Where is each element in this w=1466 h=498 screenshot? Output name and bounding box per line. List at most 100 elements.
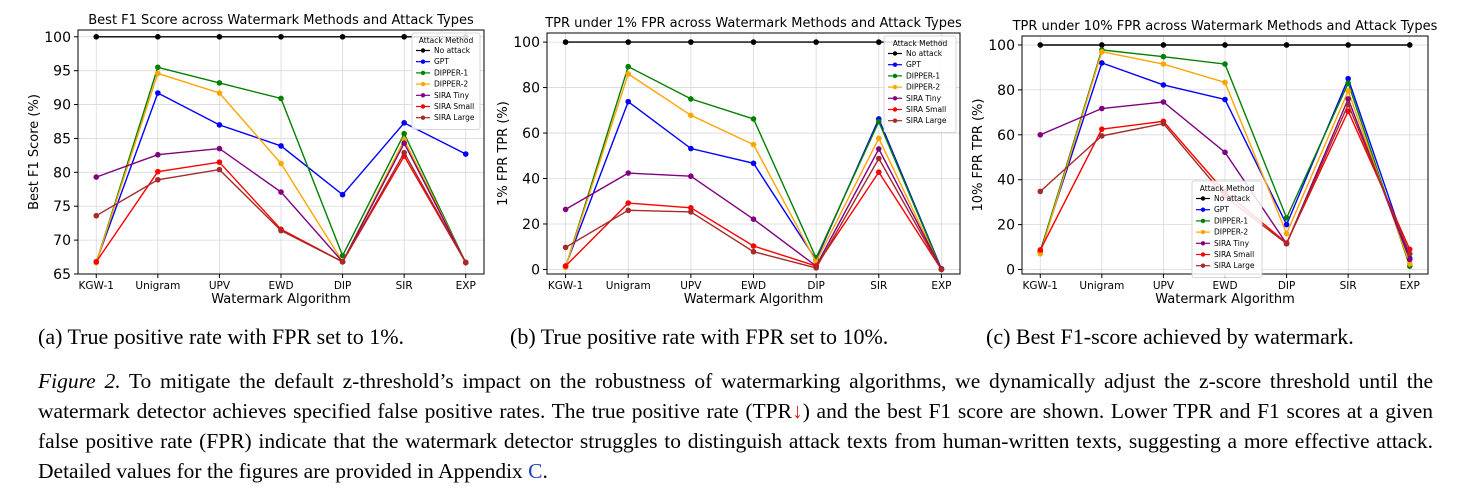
x-tick-label: EWD xyxy=(741,280,766,292)
legend-entry: DIPPER-2 xyxy=(434,80,468,89)
data-point xyxy=(938,266,945,273)
data-point xyxy=(688,173,694,180)
legend-title: Attack Method xyxy=(893,39,948,48)
data-point xyxy=(1406,256,1413,263)
legend-title: Attack Method xyxy=(419,36,474,45)
x-tick-label: SIR xyxy=(870,280,887,292)
subcaption-a: (a) True positive rate with FPR set to 1… xyxy=(38,324,405,349)
data-point xyxy=(1283,215,1290,221)
data-point xyxy=(625,63,632,70)
x-tick-label: EXP xyxy=(1400,280,1420,292)
x-tick-label: Unigram xyxy=(1079,280,1124,292)
chart-best-f1: 65 70 75 80 85 90 95 100 KGW-1 Unigram UPV EWD DIP SI… xyxy=(27,13,485,307)
data-point xyxy=(688,145,694,152)
data-point xyxy=(1406,42,1413,48)
data-point xyxy=(688,112,694,119)
data-point xyxy=(1222,149,1228,156)
x-tick-label: KGW-1 xyxy=(79,280,114,292)
data-point xyxy=(93,259,100,265)
y-tick-label: 75 xyxy=(53,199,71,215)
data-point xyxy=(216,166,223,173)
legend-entry: SIRA Small xyxy=(1214,250,1254,259)
x-tick-label: DIP xyxy=(1278,280,1296,292)
data-point xyxy=(278,33,284,40)
data-point xyxy=(750,160,757,167)
x-tick-label: EXP xyxy=(456,280,476,292)
data-point xyxy=(155,33,161,40)
chart-title: Best F1 Score across Watermark Methods a… xyxy=(88,13,474,28)
legend-swatch-marker xyxy=(1200,241,1206,246)
legend-swatch-marker xyxy=(892,118,898,123)
data-point xyxy=(1099,126,1105,132)
x-tick-label: UPV xyxy=(1153,280,1175,292)
appendix-link[interactable]: C xyxy=(528,459,543,483)
x-tick-label: Unigram xyxy=(606,280,651,292)
data-point xyxy=(1037,247,1044,253)
data-point xyxy=(401,130,407,137)
data-point xyxy=(1283,230,1290,237)
legend-entry: DIPPER-1 xyxy=(434,68,468,77)
legend-entry: SIRA Small xyxy=(906,105,946,114)
data-point xyxy=(750,248,757,255)
data-point xyxy=(1037,188,1044,195)
data-point xyxy=(625,170,632,176)
legend-entry: GPT xyxy=(1214,205,1229,214)
x-tick-label: UPV xyxy=(680,280,702,292)
y-tick-label: 0 xyxy=(531,262,540,278)
data-point xyxy=(1160,42,1167,48)
legend-swatch-marker xyxy=(1200,229,1206,235)
data-point xyxy=(339,252,346,259)
legend-swatch-marker xyxy=(1200,196,1206,201)
data-point xyxy=(339,191,346,198)
legend-entry: SIRA Tiny xyxy=(1214,239,1250,248)
data-point xyxy=(216,90,223,96)
data-point xyxy=(1160,82,1167,88)
data-point xyxy=(1160,99,1167,105)
legend-swatch-marker xyxy=(420,48,426,53)
legend-box xyxy=(411,32,481,130)
data-point xyxy=(625,207,632,214)
caption-end: . xyxy=(542,459,548,483)
data-point xyxy=(1345,42,1351,48)
data-point xyxy=(401,120,407,126)
data-point xyxy=(688,209,694,215)
chart-title: TPR under 10% FPR across Watermark Metho… xyxy=(1012,19,1438,34)
data-point xyxy=(216,122,223,128)
data-point xyxy=(1222,61,1228,67)
y-tick-label: 0 xyxy=(1006,263,1015,279)
legend-swatch-marker xyxy=(892,107,898,112)
y-tick-label: 70 xyxy=(53,233,71,249)
data-point xyxy=(750,116,757,122)
down-arrow-icon: ↓ xyxy=(791,399,803,423)
legend-box xyxy=(1191,180,1263,278)
data-point xyxy=(625,71,632,77)
data-point xyxy=(278,189,284,195)
caption-text-1: To mitigate the default z-threshold’s im… xyxy=(38,369,1434,423)
figure-label: Figure 2. xyxy=(38,369,121,393)
data-point xyxy=(401,140,407,146)
x-tick-label: KGW-1 xyxy=(548,280,583,292)
x-axis-label: Watermark Algorithm xyxy=(684,292,824,307)
legend-swatch-marker xyxy=(892,84,898,90)
x-axis-label: Watermark Algorithm xyxy=(1155,292,1295,307)
y-tick-label: 65 xyxy=(53,267,71,283)
x-tick-label: EXP xyxy=(931,280,951,292)
legend-swatch-marker xyxy=(1200,207,1206,212)
y-tick-label: 40 xyxy=(997,173,1015,189)
data-point xyxy=(1037,42,1044,48)
data-point xyxy=(875,146,882,152)
x-tick-label: EWD xyxy=(268,280,293,292)
data-point xyxy=(688,205,694,211)
legend-swatch-marker xyxy=(420,115,426,120)
data-point xyxy=(278,95,284,102)
subcaption-c: (c) Best F1-score achieved by watermark. xyxy=(986,324,1354,349)
data-point xyxy=(216,159,223,165)
data-point xyxy=(1406,250,1413,257)
data-point xyxy=(155,151,161,158)
legend-entry: DIPPER-2 xyxy=(1214,228,1248,237)
data-point xyxy=(750,141,757,148)
figure-charts: 65 70 75 80 85 90 95 100 KGW-1 Unigram UPV EWD DIP SI… xyxy=(27,13,1438,307)
data-point xyxy=(216,80,223,86)
data-point xyxy=(155,176,161,183)
legend-swatch-marker xyxy=(420,93,426,98)
